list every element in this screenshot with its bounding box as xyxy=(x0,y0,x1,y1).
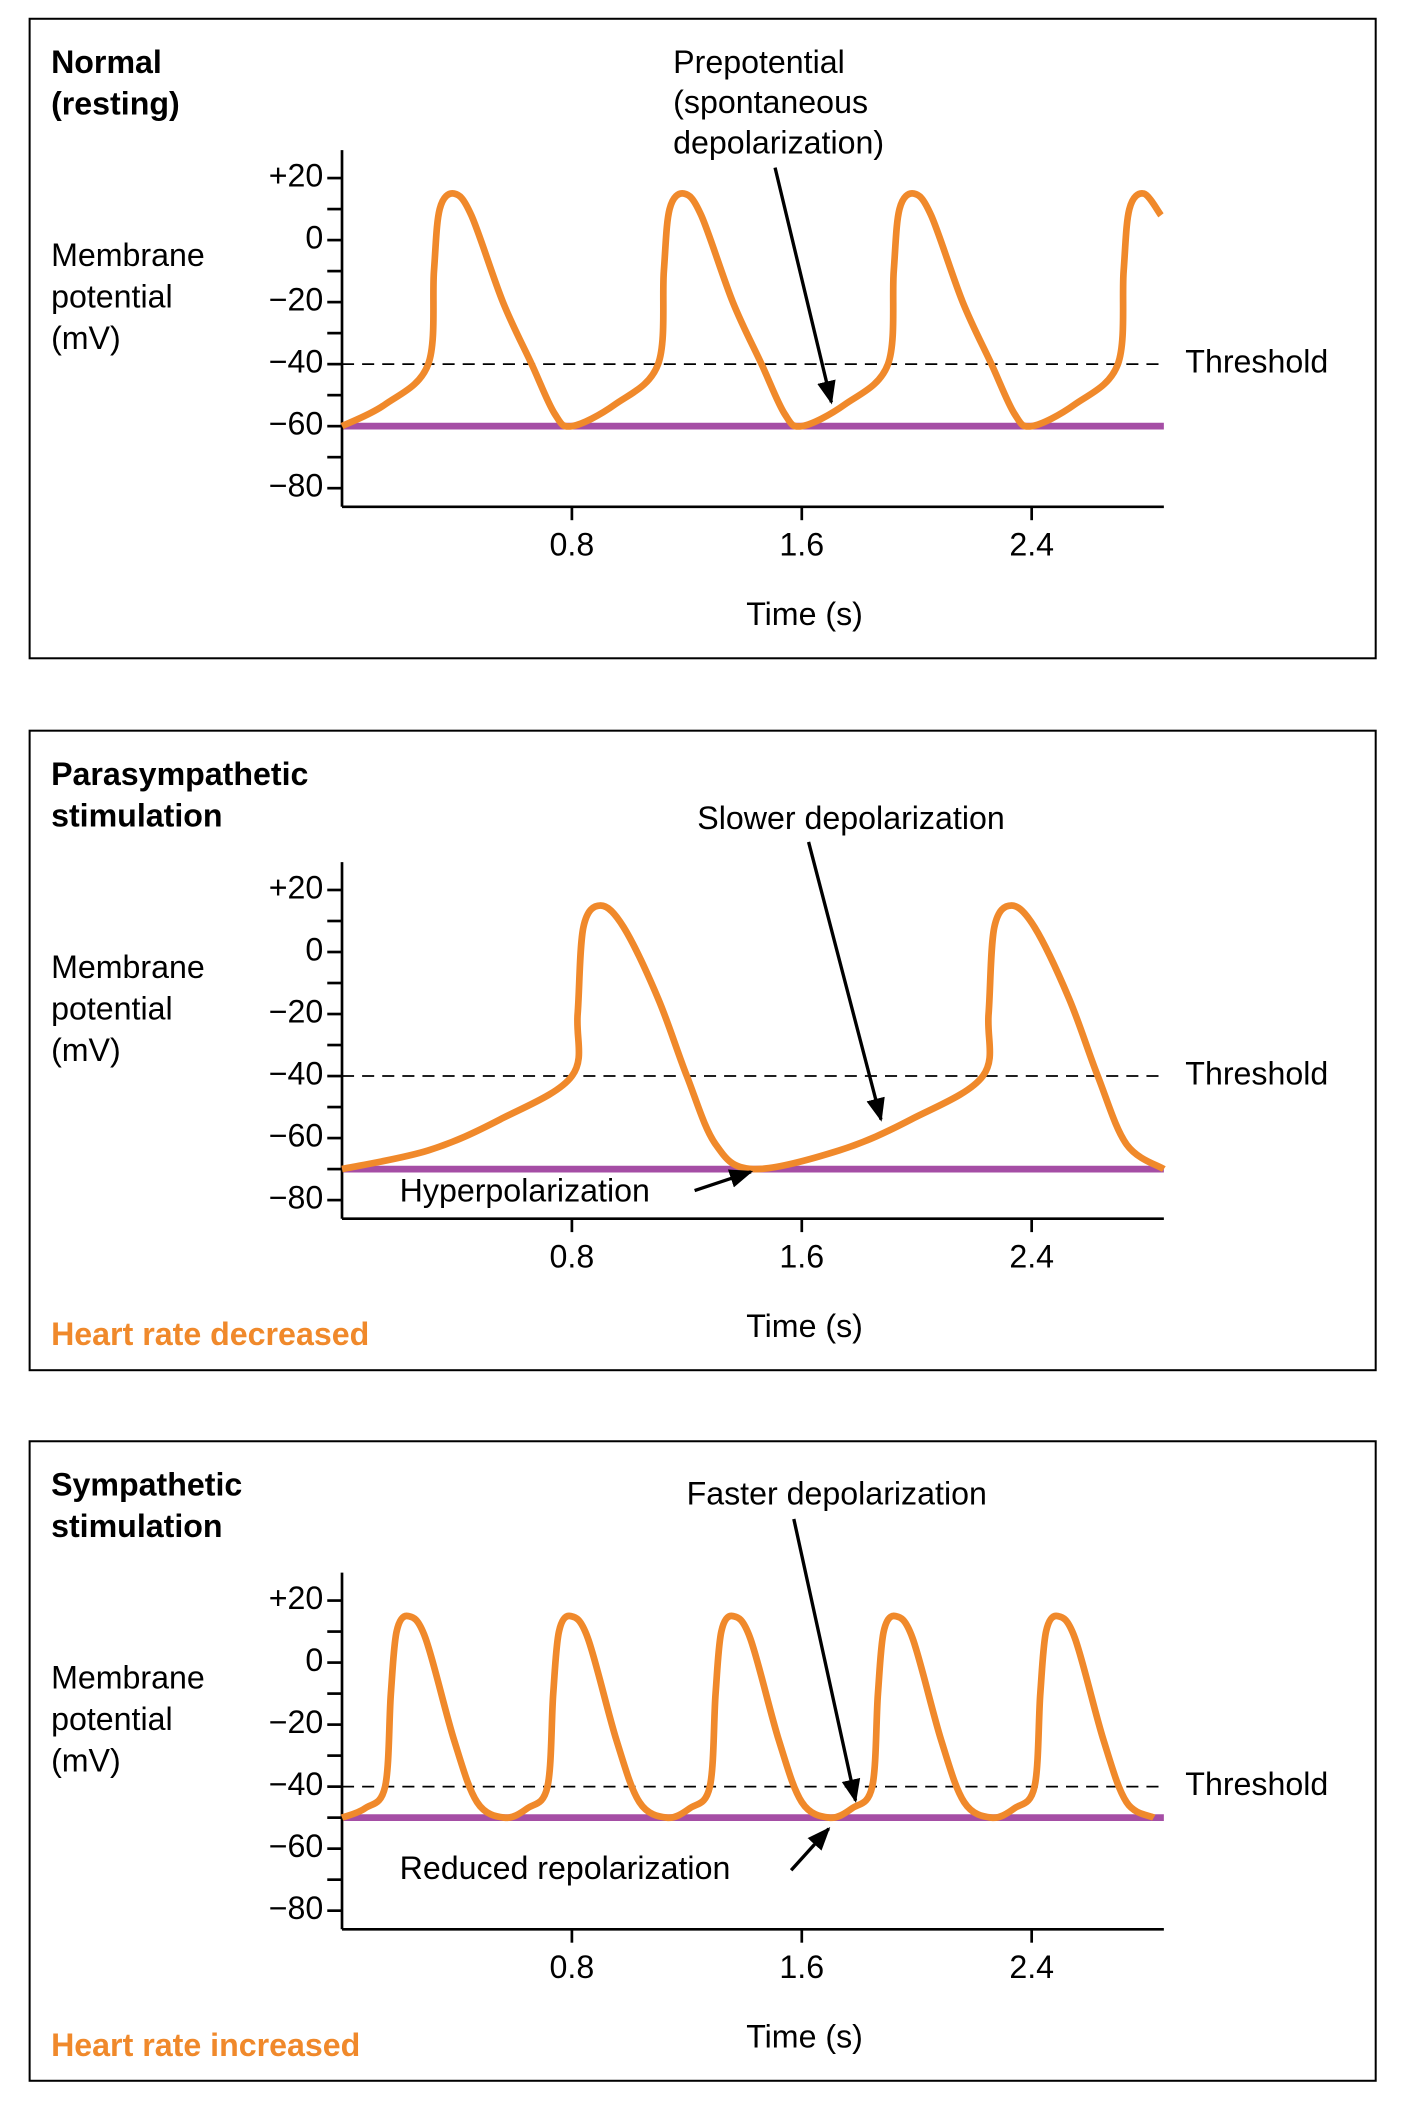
x-tick-label: 0.8 xyxy=(550,1949,595,1985)
y-axis-label: (mV) xyxy=(51,1743,121,1779)
annotation: depolarization) xyxy=(673,124,884,160)
y-tick-label: −20 xyxy=(269,1704,324,1740)
membrane-potential-curve xyxy=(340,190,1164,430)
panel: Parasympathetic stimulation Membrane potent… xyxy=(28,729,1377,1372)
y-tick-label: 0 xyxy=(305,932,323,968)
y-tick-label: +20 xyxy=(269,158,324,194)
annotation: (spontaneous xyxy=(673,84,868,120)
threshold-label: Threshold xyxy=(1185,344,1328,380)
y-tick-label: −20 xyxy=(269,282,324,318)
panel-title: Normal xyxy=(51,44,162,80)
panel-title: Parasympathetic xyxy=(51,756,308,792)
y-axis-label: Membrane xyxy=(51,237,205,273)
x-tick-label: 1.6 xyxy=(779,1238,824,1274)
y-tick-label: −60 xyxy=(269,1118,324,1154)
panel-frame xyxy=(28,17,1377,660)
annotation: Hyperpolarization xyxy=(400,1173,650,1209)
x-tick-label: 2.4 xyxy=(1009,1238,1054,1274)
panel-title: (resting) xyxy=(51,85,180,121)
annotation-arrow xyxy=(792,1518,861,1803)
panel: Normal (resting) Membrane potential (mV) Time… xyxy=(28,17,1377,660)
y-tick-label: −60 xyxy=(269,406,324,442)
panel-title: stimulation xyxy=(51,797,223,833)
annotation-arrow xyxy=(789,1826,831,1872)
annotation-arrow xyxy=(694,1169,754,1193)
y-axis-label: potential xyxy=(51,278,173,314)
annotation: Slower depolarization xyxy=(697,800,1004,836)
y-axis-label: (mV) xyxy=(51,320,121,356)
x-tick-label: 1.6 xyxy=(779,1949,824,1985)
panel-title: stimulation xyxy=(51,1508,223,1544)
y-tick-label: 0 xyxy=(305,220,323,256)
annotation: Reduced repolarization xyxy=(400,1850,731,1886)
x-axis-label: Time (s) xyxy=(746,1308,863,1344)
membrane-potential-curve xyxy=(340,1612,1156,1822)
note: Heart rate increased xyxy=(51,2027,360,2063)
y-tick-label: −20 xyxy=(269,994,324,1030)
y-tick-label: −80 xyxy=(269,1180,324,1216)
annotation: Prepotential xyxy=(673,44,845,80)
note: Heart rate decreased xyxy=(51,1316,369,1352)
annotation-arrow xyxy=(806,841,885,1122)
x-tick-label: 2.4 xyxy=(1009,1949,1054,1985)
y-tick-label: −80 xyxy=(269,1890,324,1926)
x-tick-label: 1.6 xyxy=(779,527,824,563)
y-tick-label: −40 xyxy=(269,1766,324,1802)
y-tick-label: −60 xyxy=(269,1828,324,1864)
y-axis-label: potential xyxy=(51,1701,173,1737)
y-tick-label: +20 xyxy=(269,1580,324,1616)
y-tick-label: +20 xyxy=(269,869,324,905)
y-axis-label: potential xyxy=(51,990,173,1026)
threshold-label: Threshold xyxy=(1185,1056,1328,1092)
y-axis-label: Membrane xyxy=(51,1659,205,1695)
y-tick-label: −40 xyxy=(269,1056,324,1092)
x-axis-label: Time (s) xyxy=(746,596,863,632)
panel: Sympathetic stimulation Membrane potential (… xyxy=(28,1440,1377,2082)
membrane-potential-curve xyxy=(341,902,1166,1173)
panel-title: Sympathetic xyxy=(51,1466,242,1502)
x-tick-label: 2.4 xyxy=(1009,527,1054,563)
y-axis-label: (mV) xyxy=(51,1032,121,1068)
annotation-arrow xyxy=(773,167,836,405)
x-axis-label: Time (s) xyxy=(746,2019,863,2055)
y-tick-label: −40 xyxy=(269,344,324,380)
x-tick-label: 0.8 xyxy=(550,527,595,563)
panel-frame xyxy=(28,1440,1377,2082)
panel-frame xyxy=(28,729,1377,1372)
annotation: Faster depolarization xyxy=(687,1476,987,1512)
y-tick-label: −80 xyxy=(269,468,324,504)
y-tick-label: 0 xyxy=(305,1642,323,1678)
x-tick-label: 0.8 xyxy=(550,1238,595,1274)
y-axis-label: Membrane xyxy=(51,949,205,985)
threshold-label: Threshold xyxy=(1185,1766,1328,1802)
